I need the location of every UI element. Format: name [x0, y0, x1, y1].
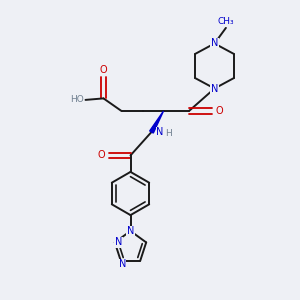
Text: N: N — [115, 237, 122, 248]
Text: N: N — [156, 127, 164, 137]
Text: CH₃: CH₃ — [218, 17, 234, 26]
Text: O: O — [98, 150, 105, 161]
Text: N: N — [127, 226, 134, 236]
Text: N: N — [211, 38, 218, 49]
Text: N: N — [118, 260, 126, 269]
Text: O: O — [215, 106, 223, 116]
Polygon shape — [150, 111, 164, 133]
Text: O: O — [100, 65, 107, 75]
Text: N: N — [211, 83, 218, 94]
Text: H: H — [165, 129, 171, 138]
Text: HO: HO — [70, 95, 84, 104]
